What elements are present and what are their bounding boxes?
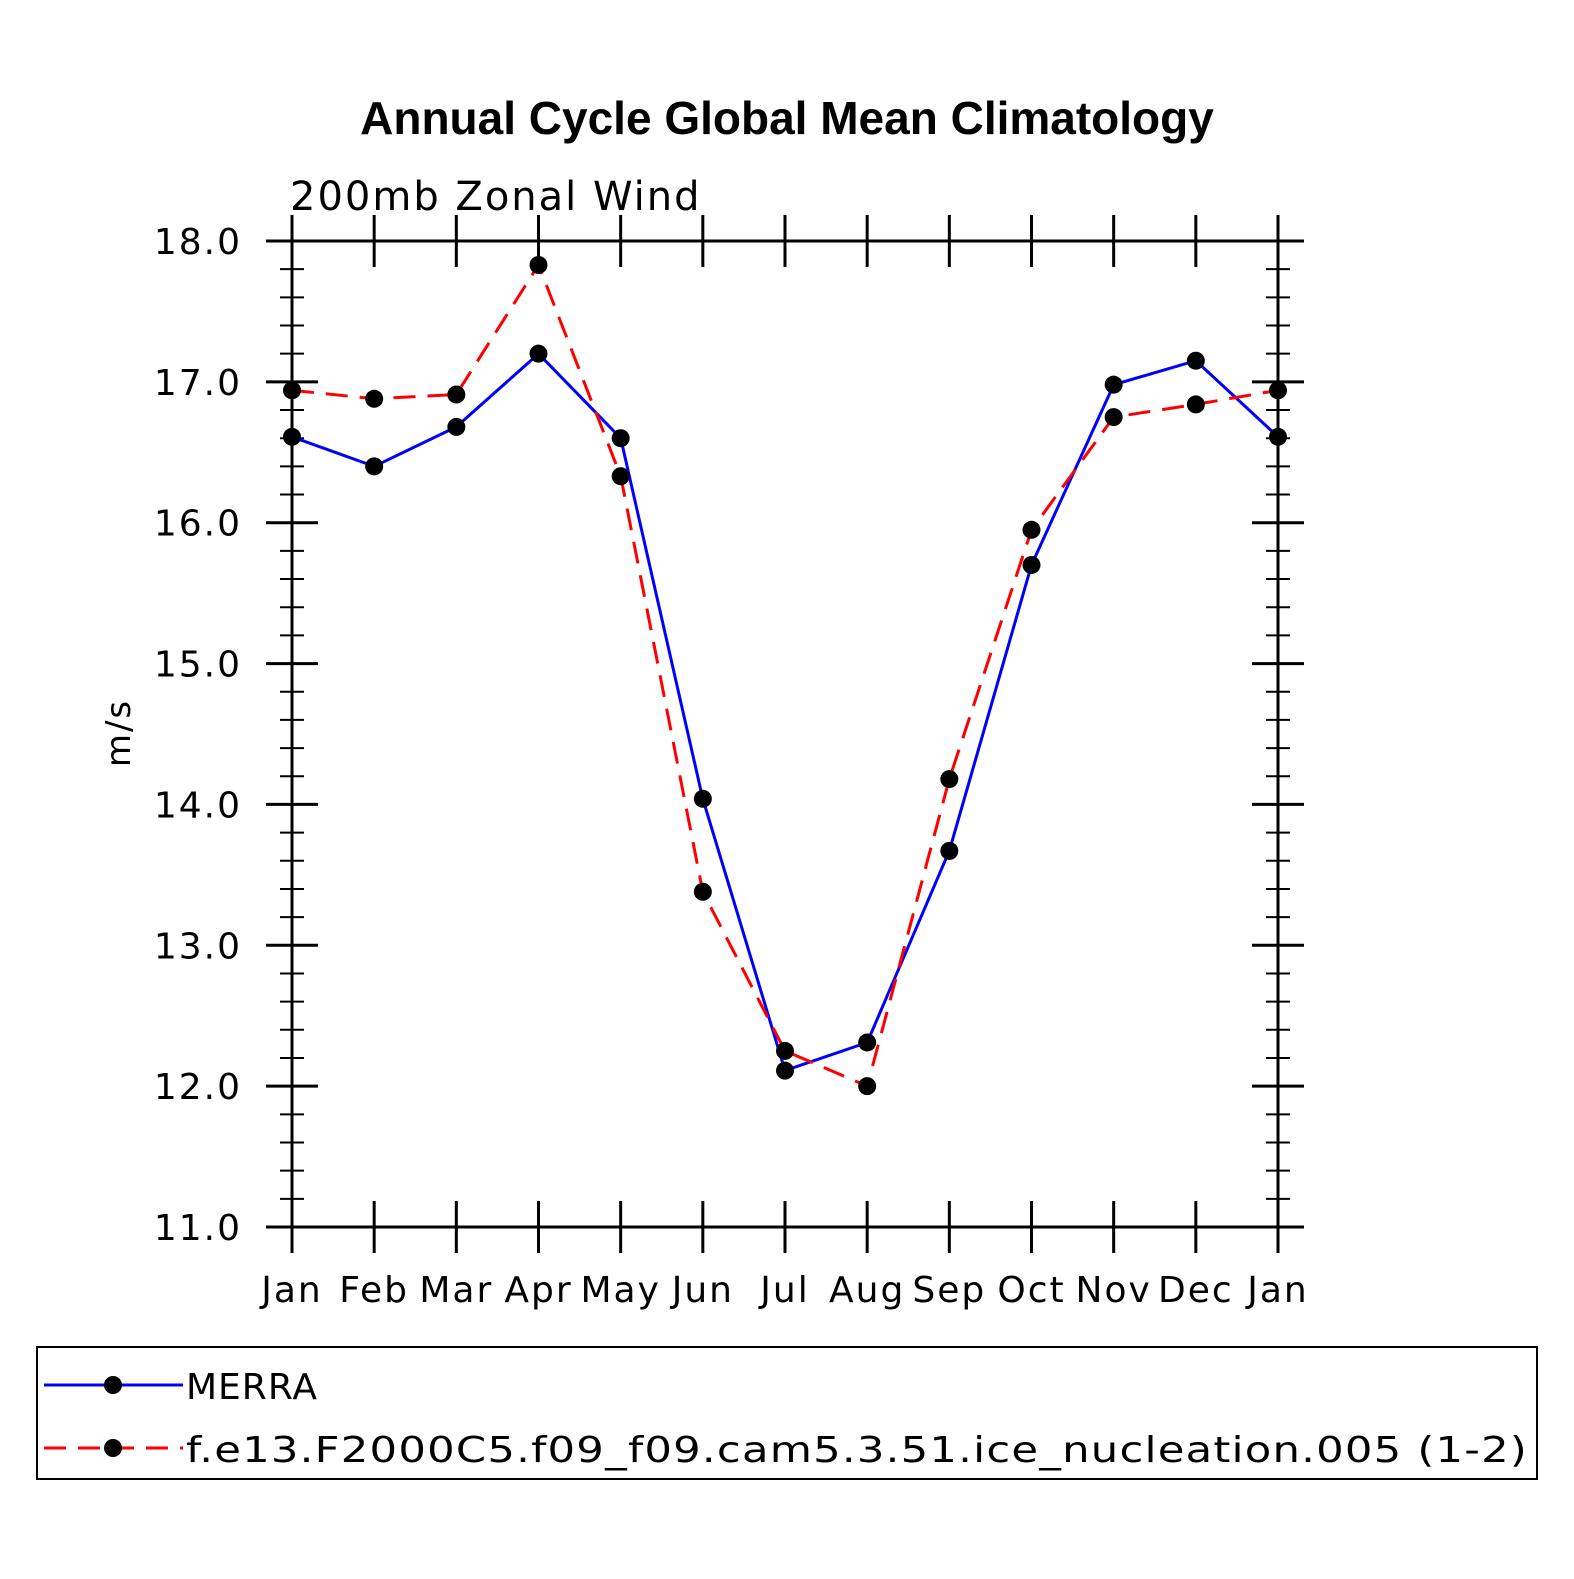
x-tick-label: Mar — [419, 1270, 493, 1311]
y-tick-label: 12.0 — [154, 1067, 242, 1108]
series-2-point — [365, 389, 384, 408]
y-tick-label: 18.0 — [154, 222, 242, 263]
series-1-point — [611, 429, 630, 448]
series-line-2 — [291, 263, 1279, 1088]
y-axis-label: m/s — [99, 699, 139, 767]
legend-label-1: MERRA — [186, 1367, 318, 1408]
x-tick-label: Feb — [339, 1270, 409, 1311]
y-tick-label: 15.0 — [154, 645, 242, 686]
series-2-point — [1269, 381, 1287, 400]
series-1-point — [283, 427, 301, 446]
legend-marker-2 — [104, 1439, 122, 1457]
series-line-1 — [291, 352, 1280, 1073]
series-1-point — [1269, 427, 1287, 446]
series-1-point — [858, 1033, 877, 1052]
x-tick-label: Aug — [829, 1270, 905, 1311]
series-1-point — [1186, 351, 1205, 370]
series-2-point — [1022, 520, 1041, 539]
series-1-point — [365, 457, 384, 476]
series-2-point — [776, 1041, 794, 1060]
y-tick-label: 17.0 — [154, 363, 242, 404]
series-1-point — [940, 841, 959, 860]
series-2-point — [1104, 408, 1123, 427]
legend-box — [36, 1346, 1538, 1480]
series-1-point — [776, 1061, 794, 1080]
x-tick-label: Jan — [1245, 1270, 1309, 1311]
series-2-point — [858, 1077, 877, 1096]
legend-marker-1 — [104, 1376, 122, 1394]
series-1-point — [693, 789, 712, 808]
series-1-point — [529, 344, 548, 363]
series-2-point — [611, 467, 630, 486]
series-1-point — [1104, 375, 1123, 394]
x-tick-label: Apr — [504, 1270, 572, 1311]
series-1-point — [447, 417, 466, 436]
y-tick-labels: 11.0 12.0 13.0 14.0 15.0 16.0 17.0 18.0 — [154, 222, 242, 1249]
y-tick-label: 13.0 — [154, 926, 242, 967]
series-2-point — [447, 385, 466, 404]
x-tick-label: Jan — [259, 1270, 323, 1311]
y-tick-label: 16.0 — [154, 504, 242, 545]
x-tick-label: Jun — [670, 1270, 734, 1311]
x-tick-label: Sep — [912, 1270, 986, 1311]
series-2-point — [1186, 395, 1205, 414]
x-tick-labels: Jan Feb Mar Apr May Jun Jul Aug Sep Oct Nov Dec Jan — [259, 1270, 1309, 1311]
series-2-point — [693, 882, 712, 901]
y-tick-label: 11.0 — [154, 1208, 242, 1249]
x-tick-label: May — [580, 1270, 660, 1311]
y-tick-label: 14.0 — [154, 785, 242, 826]
series-1-point — [1022, 555, 1041, 574]
legend-label-2: f.e13.F2000C5.f09_f09.cam5.3.51.ice_nucl… — [186, 1430, 1528, 1471]
chart-subtitle: 200mb Zonal Wind — [290, 174, 702, 220]
axis-ticks — [266, 215, 1304, 1253]
series-layer — [283, 255, 1287, 1096]
x-tick-label: Oct — [997, 1270, 1065, 1311]
x-tick-label: Dec — [1158, 1270, 1234, 1311]
series-2-point — [283, 381, 301, 400]
chart-title: Annual Cycle Global Mean Climatology — [360, 92, 1214, 144]
legend: MERRA f.e13.F2000C5.f09_f09.cam5.3.51.ice… — [44, 1367, 1528, 1471]
series-2-point — [940, 770, 959, 789]
x-tick-label: Nov — [1076, 1270, 1152, 1311]
series-2-point — [529, 255, 548, 274]
x-tick-label: Jul — [758, 1270, 809, 1311]
